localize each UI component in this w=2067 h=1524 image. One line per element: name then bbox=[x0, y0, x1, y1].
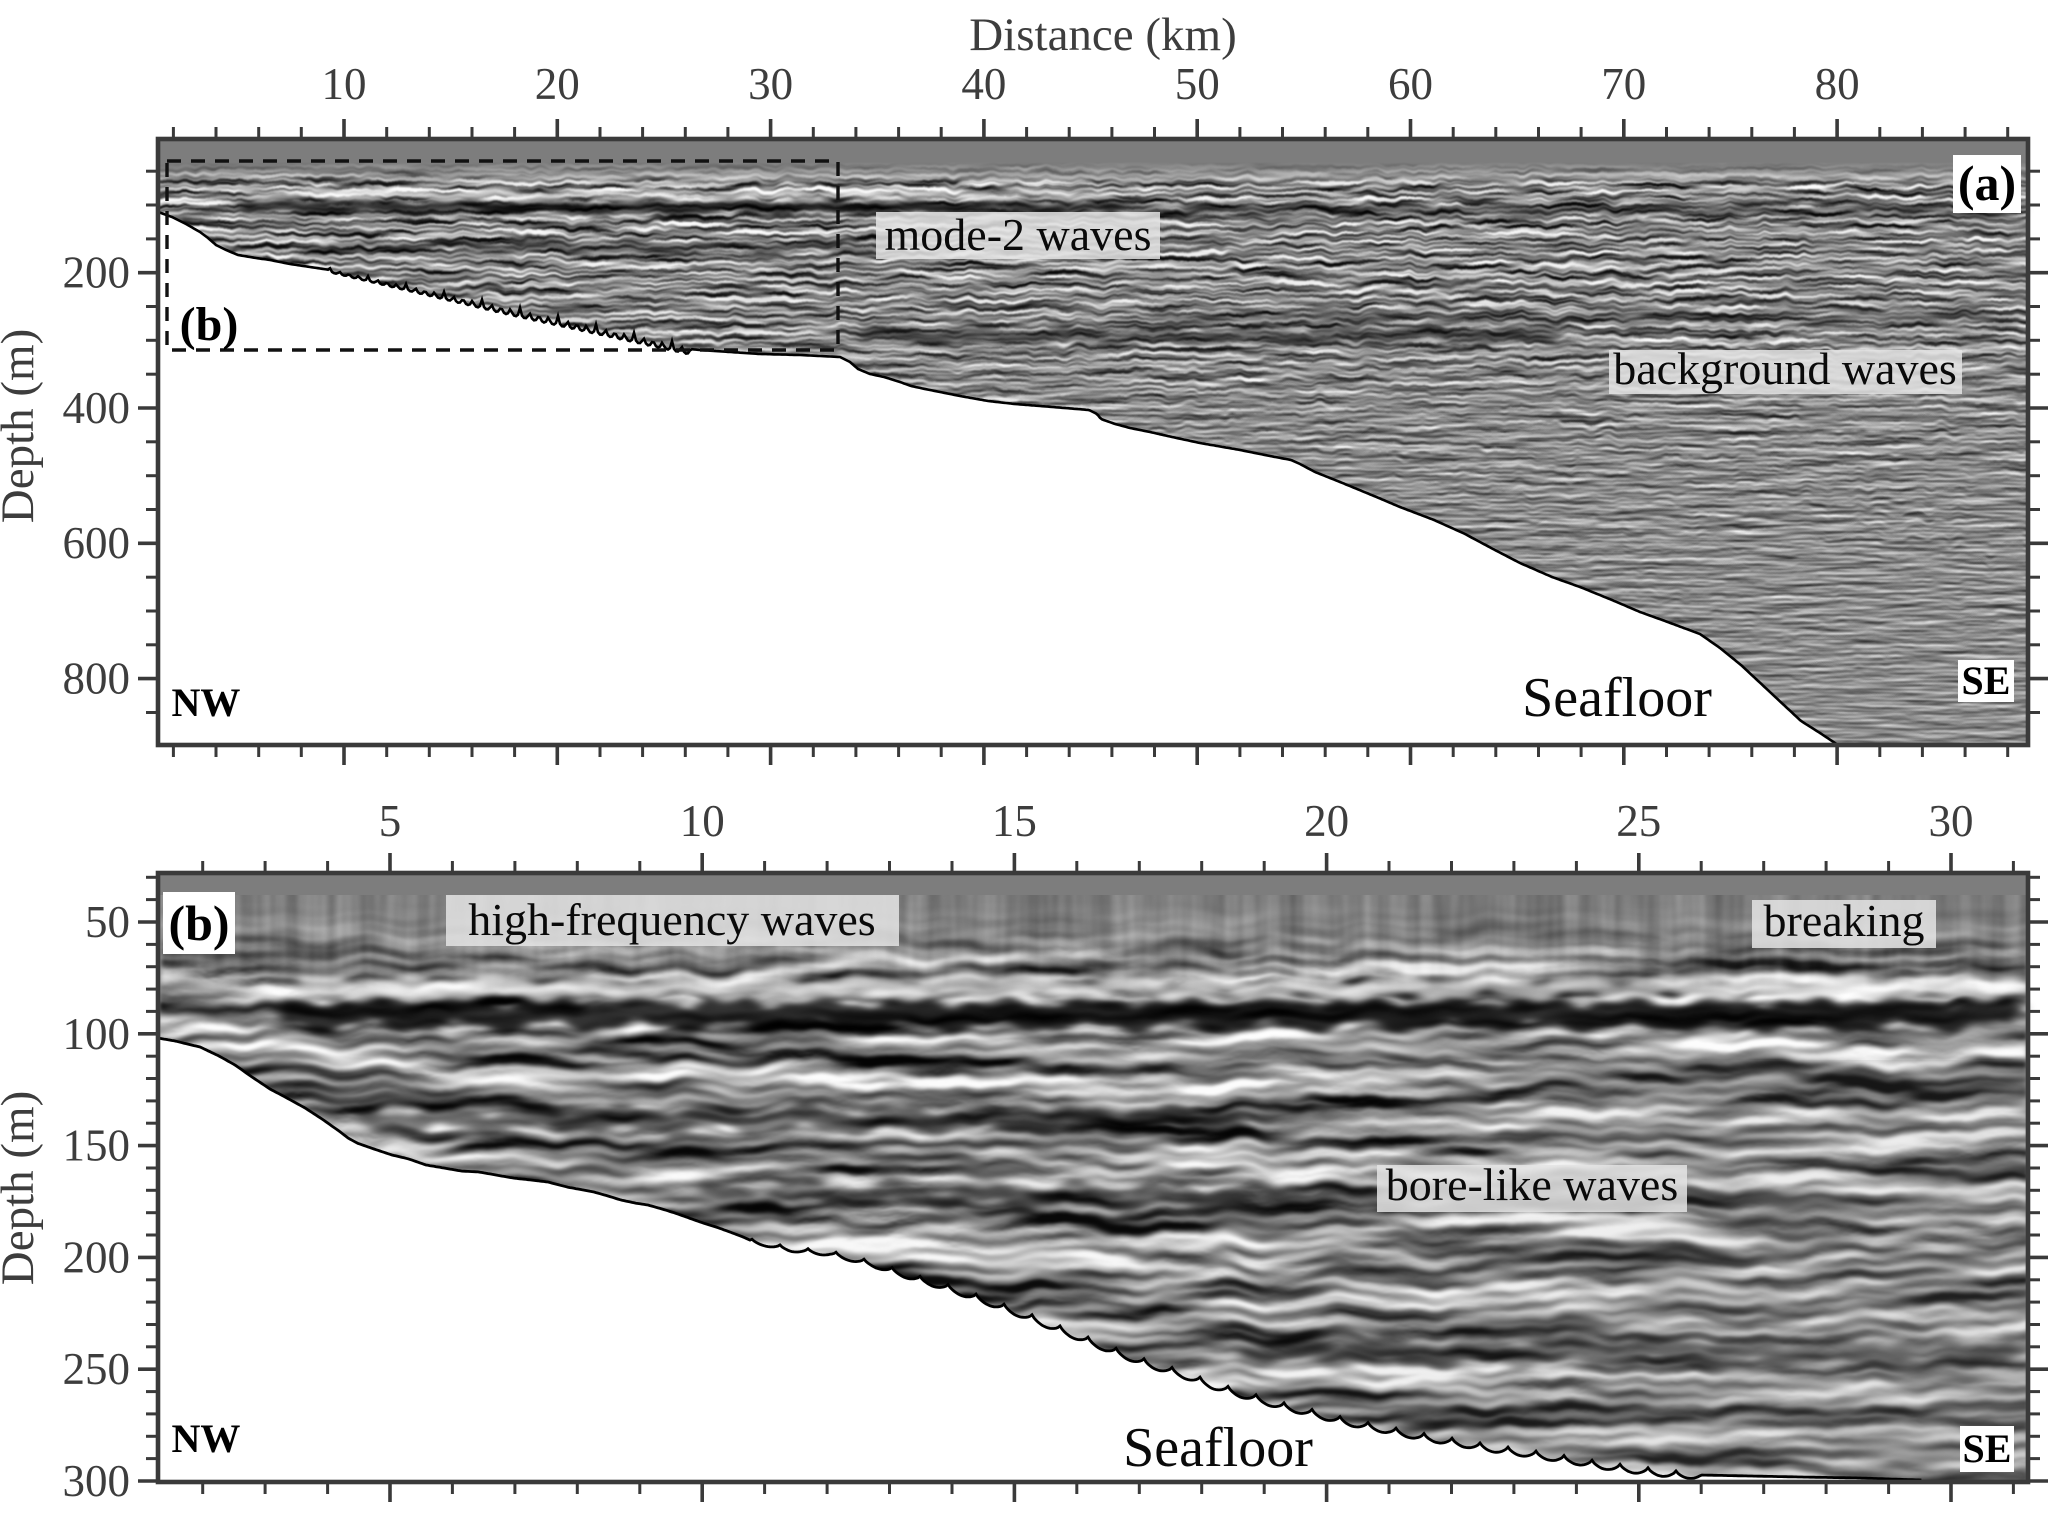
svg-text:200: 200 bbox=[63, 248, 131, 298]
svg-text:NW: NW bbox=[172, 1416, 241, 1461]
svg-text:50: 50 bbox=[1175, 59, 1220, 109]
svg-text:200: 200 bbox=[63, 1232, 131, 1282]
svg-text:60: 60 bbox=[1388, 59, 1433, 109]
svg-text:15: 15 bbox=[992, 796, 1037, 846]
svg-text:(b): (b) bbox=[168, 895, 229, 951]
svg-text:10: 10 bbox=[322, 59, 367, 109]
svg-text:(a): (a) bbox=[1958, 155, 2016, 211]
svg-text:20: 20 bbox=[535, 59, 580, 109]
svg-text:mode-2 waves: mode-2 waves bbox=[885, 209, 1152, 260]
svg-text:250: 250 bbox=[63, 1344, 131, 1394]
svg-text:30: 30 bbox=[748, 59, 793, 109]
svg-text:300: 300 bbox=[63, 1456, 131, 1506]
svg-text:background waves: background waves bbox=[1613, 343, 1957, 394]
svg-text:high-frequency waves: high-frequency waves bbox=[468, 894, 875, 945]
svg-text:20: 20 bbox=[1304, 796, 1349, 846]
svg-text:Distance (km): Distance (km) bbox=[969, 9, 1237, 61]
svg-text:150: 150 bbox=[63, 1121, 131, 1171]
svg-text:80: 80 bbox=[1815, 59, 1860, 109]
svg-text:25: 25 bbox=[1616, 796, 1661, 846]
svg-text:breaking: breaking bbox=[1764, 895, 1925, 946]
svg-text:600: 600 bbox=[63, 518, 131, 568]
svg-text:50: 50 bbox=[85, 897, 130, 947]
svg-text:NW: NW bbox=[172, 680, 241, 725]
svg-text:40: 40 bbox=[961, 59, 1006, 109]
svg-text:SE: SE bbox=[1962, 658, 2011, 703]
svg-text:70: 70 bbox=[1601, 59, 1646, 109]
svg-text:800: 800 bbox=[63, 653, 131, 703]
svg-text:10: 10 bbox=[680, 796, 725, 846]
svg-text:100: 100 bbox=[63, 1009, 131, 1059]
svg-text:Seafloor: Seafloor bbox=[1123, 1417, 1313, 1479]
svg-text:30: 30 bbox=[1929, 796, 1974, 846]
svg-text:5: 5 bbox=[379, 796, 402, 846]
svg-text:bore-like waves: bore-like waves bbox=[1386, 1159, 1679, 1210]
svg-text:Depth (m): Depth (m) bbox=[0, 329, 44, 523]
svg-text:Seafloor: Seafloor bbox=[1522, 667, 1712, 729]
svg-text:SE: SE bbox=[1963, 1426, 2012, 1471]
svg-text:Depth (m): Depth (m) bbox=[0, 1091, 44, 1285]
svg-text:400: 400 bbox=[63, 383, 131, 433]
svg-text:(b): (b) bbox=[180, 298, 239, 351]
